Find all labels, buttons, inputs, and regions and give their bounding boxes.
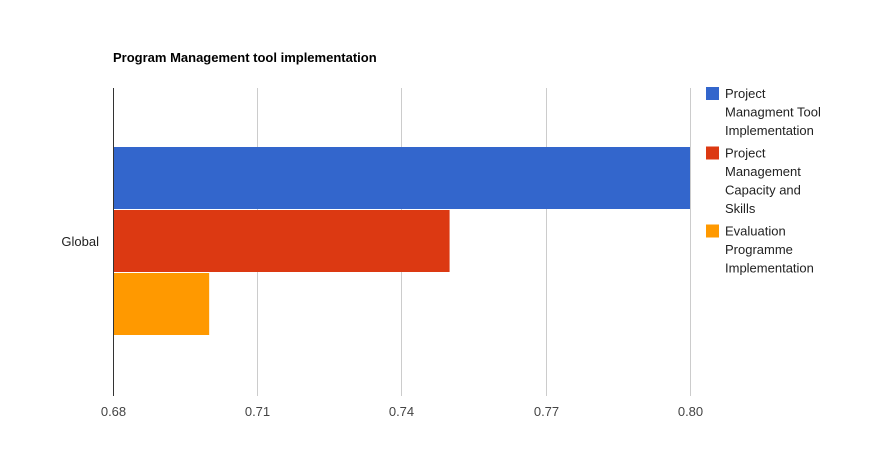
- x-tick-label: 0.68: [101, 404, 126, 419]
- legend-label: Project Managment Tool Implementation: [725, 86, 821, 138]
- legend-swatch: [706, 146, 719, 160]
- x-axis-ticks: 0.68 0.71 0.74 0.77 0.80: [101, 404, 703, 419]
- x-tick-label: 0.77: [534, 404, 559, 419]
- legend: Project Managment Tool Implementation Proje…: [706, 86, 821, 276]
- category-label: Global: [61, 234, 99, 249]
- legend-swatch: [706, 87, 719, 100]
- bar: [113, 147, 690, 209]
- chart-title: Program Management tool implementation: [113, 50, 377, 65]
- bar: [113, 273, 210, 335]
- x-tick-label: 0.80: [678, 404, 703, 419]
- legend-label: Evaluation Programme Implementation: [725, 224, 814, 276]
- bars: [113, 147, 690, 335]
- legend-swatch: [706, 224, 719, 238]
- x-tick-label: 0.74: [389, 404, 414, 419]
- bar: [113, 210, 450, 272]
- x-tick-label: 0.71: [245, 404, 270, 419]
- legend-label: Project Management Capacity and Skills: [725, 146, 801, 217]
